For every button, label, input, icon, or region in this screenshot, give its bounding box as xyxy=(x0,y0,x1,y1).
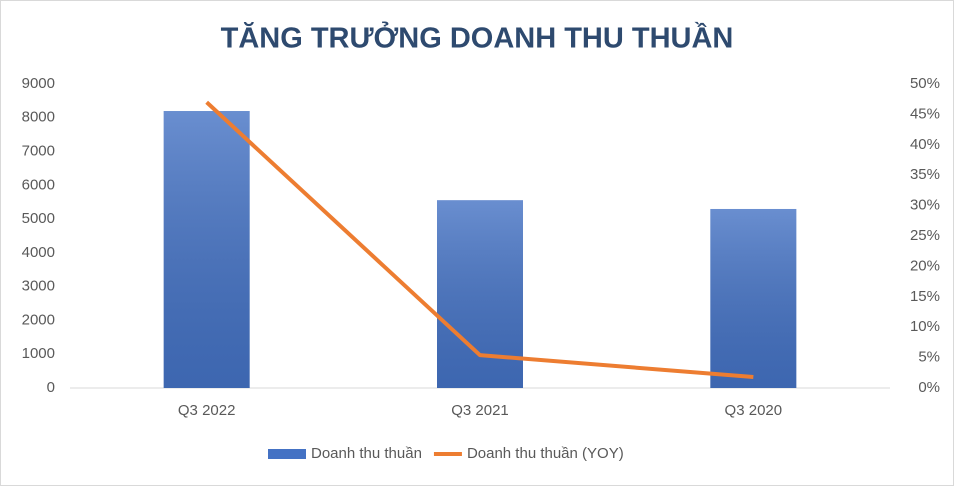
legend-swatch xyxy=(268,449,306,459)
y2-tick-label: 50% xyxy=(910,75,940,92)
y-tick-label: 8000 xyxy=(22,109,55,126)
y-tick-label: 6000 xyxy=(22,176,55,193)
x-tick-label: Q3 2020 xyxy=(725,402,783,419)
bar-shade xyxy=(163,111,250,389)
y2-tick-label: 40% xyxy=(910,136,940,153)
bar-shade xyxy=(437,200,523,388)
y2-tick-label: 0% xyxy=(918,379,940,396)
y2-tick-label: 45% xyxy=(910,105,940,122)
line xyxy=(205,100,754,380)
y-tick-label: 3000 xyxy=(22,278,55,295)
y2-tick-label: 30% xyxy=(910,197,940,214)
legend-label: Doanh thu thuần xyxy=(311,445,422,462)
y-tick-label: 2000 xyxy=(22,311,55,328)
y2-tick-label: 25% xyxy=(910,227,940,244)
legend-label: Doanh thu thuần (YOY) xyxy=(467,445,624,462)
y2-tick-label: 20% xyxy=(910,257,940,274)
chart-title: TĂNG TRƯỞNG DOANH THU THUẦN xyxy=(221,21,734,55)
y-tick-label: 4000 xyxy=(22,244,55,261)
y2-tick-label: 35% xyxy=(910,166,940,183)
y-tick-label: 1000 xyxy=(22,345,55,362)
y-tick-label: 7000 xyxy=(22,143,55,160)
y2-tick-label: 5% xyxy=(918,349,940,366)
x-tick-label: Q3 2022 xyxy=(178,402,236,419)
bar-shade xyxy=(710,208,797,388)
y-tick-label: 9000 xyxy=(22,75,55,92)
x-tick-label: Q3 2021 xyxy=(451,402,509,419)
y-tick-label: 5000 xyxy=(22,210,55,227)
y-tick-label: 0 xyxy=(47,379,55,396)
y2-tick-label: 15% xyxy=(910,288,940,305)
y2-tick-label: 10% xyxy=(910,318,940,335)
